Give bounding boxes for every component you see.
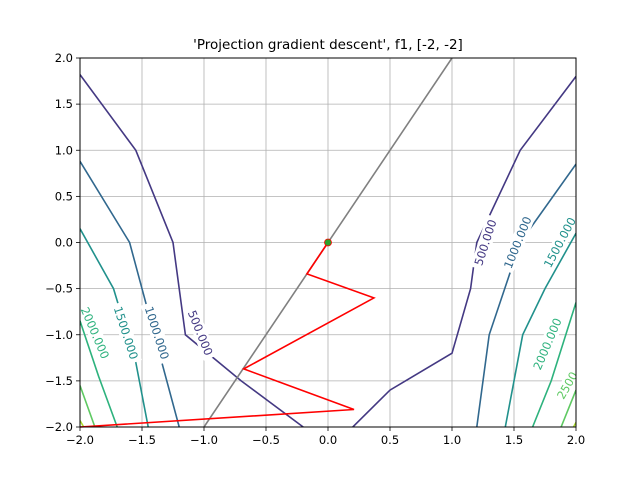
x-tick-label: 2.0 — [567, 433, 585, 447]
x-tick-label: −1.5 — [128, 433, 156, 447]
x-tick-label: 1.0 — [443, 433, 461, 447]
y-axis: −2.0 −1.5 −1.0 −0.5 0.0 0.5 1.0 1.5 2.0 — [45, 51, 80, 434]
contour-line-2000 — [80, 320, 118, 427]
contour-label-group: 500.000 — [183, 305, 217, 361]
contour-line-2500 — [80, 385, 96, 427]
contour-line-1000 — [80, 160, 180, 427]
contour-label-bg — [80, 301, 114, 364]
descent-path-line — [79, 242, 376, 428]
x-tick-label: 1.5 — [505, 433, 523, 447]
contour-label: 2000.000 — [530, 316, 564, 372]
y-tick-label: −2.0 — [45, 420, 73, 434]
contour-label: 2500 — [554, 369, 581, 401]
contour-label-bg — [183, 305, 217, 361]
contour-label: 1000.000 — [142, 305, 172, 362]
contour-label-bg — [140, 301, 174, 365]
contour-label: 1500.000 — [111, 305, 141, 362]
contour-label-bg — [499, 211, 536, 274]
contours — [80, 74, 576, 427]
y-tick-label: 0.0 — [55, 236, 73, 250]
contour-label: 2000.000 — [78, 305, 112, 361]
contour-label-group: 1000.000 — [140, 301, 174, 365]
contour-label-bg — [529, 312, 566, 376]
contour-label-group: 1500.000 — [109, 301, 143, 365]
y-tick-label: 1.5 — [55, 97, 73, 111]
x-tick-label: 0.0 — [319, 433, 337, 447]
x-tick-label: −1.0 — [190, 433, 218, 447]
y-tick-label: 0.5 — [55, 189, 73, 203]
contour-line-500 — [80, 74, 304, 427]
contour-line-3000 — [80, 420, 85, 427]
contour-label-bg — [553, 367, 576, 404]
contour-label-bg — [109, 301, 143, 365]
end-point-marker — [324, 238, 332, 247]
chart-title: 'Projection gradient descent', f1, [-2, … — [193, 37, 463, 53]
contour-label-group: 2000.000 — [529, 312, 566, 376]
contour-label-bg — [470, 214, 501, 271]
contour-label-bg — [539, 212, 576, 273]
contour-line-2500 — [560, 389, 576, 427]
y-tick-label: 1.0 — [55, 143, 73, 157]
contour-label: 500.000 — [185, 308, 216, 357]
y-tick-label: −0.5 — [45, 282, 73, 296]
contour-line-2000 — [531, 302, 576, 427]
contour-line-1000 — [476, 163, 576, 427]
contour-line-500 — [352, 75, 576, 427]
y-tick-label: −1.5 — [45, 374, 73, 388]
x-tick-label: −2.0 — [66, 433, 94, 447]
contour-label-group: 2500 — [553, 367, 581, 404]
x-axis: −2.0 −1.5 −1.0 −0.5 0.0 0.5 1.0 1.5 2.0 — [66, 427, 585, 447]
y-tick-label: 2.0 — [55, 51, 73, 65]
descent-path — [79, 238, 376, 428]
y-tick-label: −1.0 — [45, 328, 73, 342]
contour-line-1500 — [504, 232, 576, 427]
x-tick-label: −0.5 — [252, 433, 280, 447]
contour-label-group: 2000.000 — [78, 301, 114, 364]
x-tick-label: 0.5 — [381, 433, 399, 447]
